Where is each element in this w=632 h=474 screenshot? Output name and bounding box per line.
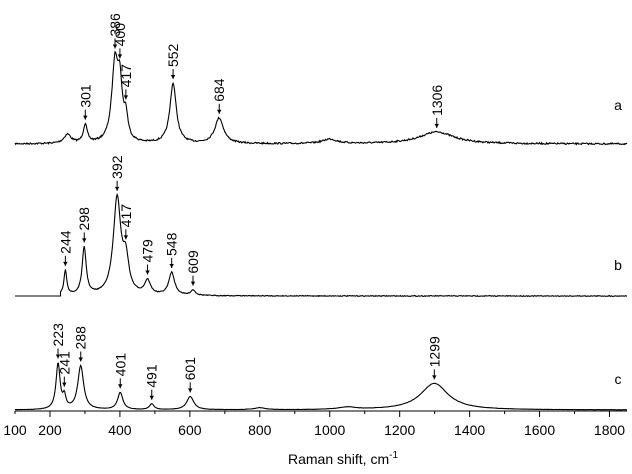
x-tick-label: 1200 <box>384 422 415 438</box>
trace-label-b: b <box>614 257 622 273</box>
x-tick-label: 1000 <box>314 422 345 438</box>
peak-annotation-b-417: 417 <box>118 204 134 240</box>
peak-label: 241 <box>56 351 72 375</box>
peak-annotation-a-386: 386 <box>107 13 123 49</box>
x-tick-label: 1600 <box>524 422 555 438</box>
x-tick-label: 400 <box>108 422 132 438</box>
peak-label: 298 <box>76 207 92 231</box>
peak-arrow-head <box>114 186 120 191</box>
x-tick-label: 1400 <box>454 422 485 438</box>
peak-label: 417 <box>118 64 134 88</box>
peak-label: 479 <box>140 239 156 263</box>
x-axis-title: Raman shift, cm-1 <box>288 450 398 467</box>
peak-arrow-head <box>55 354 61 359</box>
peak-arrow-head <box>217 109 222 114</box>
peak-arrow-head <box>188 388 193 393</box>
peak-arrow-head <box>62 382 67 387</box>
peak-label: 386 <box>107 13 123 37</box>
peak-arrow-head <box>170 75 176 80</box>
x-axis: 100 200 400 600 800 1000 1200 1400 1600 1800 <box>3 410 627 438</box>
x-tick-label: 800 <box>248 422 272 438</box>
trace-c-line <box>15 362 628 411</box>
peak-label: 609 <box>185 250 201 274</box>
peak-arrow-head <box>117 54 123 59</box>
trace-b-line <box>15 192 628 298</box>
peak-annotation-a-417: 417 <box>118 64 134 100</box>
peak-label: 301 <box>77 84 93 108</box>
peak-label: 392 <box>109 155 125 179</box>
x-tick-label: 600 <box>178 422 202 438</box>
peak-label: 491 <box>144 364 160 388</box>
peak-arrow-head <box>123 95 129 100</box>
peak-annotation-c-288: 288 <box>73 326 89 362</box>
peak-annotation-a-1306: 1306 <box>429 85 445 128</box>
peak-annotation-c-401: 401 <box>112 353 128 389</box>
spectra-group <box>14 50 628 411</box>
peak-label: 552 <box>165 43 181 67</box>
peak-label: 548 <box>164 232 180 256</box>
peak-arrow-head <box>190 281 196 286</box>
peak-annotation-b-548: 548 <box>164 232 180 268</box>
x-axis-title-text: Raman shift, cm <box>288 451 389 467</box>
peak-annotation-a-400: 400 <box>112 23 128 59</box>
peak-arrow-head <box>112 44 118 49</box>
peak-annotation-b-298: 298 <box>76 207 92 243</box>
peak-annotation-b-392: 392 <box>109 155 125 191</box>
peak-annotation-a-301: 301 <box>77 84 93 120</box>
trace-a-line <box>14 50 628 146</box>
peak-annotation-c-601: 601 <box>182 357 198 393</box>
peak-arrow-head <box>82 238 87 243</box>
trace-label-c: c <box>615 371 622 387</box>
trace-label-a: a <box>614 97 622 113</box>
peak-label: 288 <box>73 326 89 350</box>
x-tick-label: 1800 <box>594 422 625 438</box>
peak-label: 223 <box>50 323 66 347</box>
x-tick-label: 200 <box>38 422 62 438</box>
peak-label: 400 <box>112 23 128 47</box>
peak-annotation-c-491: 491 <box>144 364 160 400</box>
peak-arrow-head <box>169 263 174 268</box>
x-tick-label: 100 <box>3 422 27 438</box>
peak-arrow-head <box>432 375 437 380</box>
peak-label: 601 <box>182 357 198 381</box>
peak-arrow-head <box>78 357 83 362</box>
peak-arrow-head <box>145 270 150 275</box>
peak-arrow-head <box>83 115 88 120</box>
peak-annotation-b-244: 244 <box>57 230 73 266</box>
peak-arrow-head <box>434 123 439 128</box>
peak-annotation-a-684: 684 <box>211 78 227 114</box>
peak-label: 1306 <box>429 85 445 116</box>
x-axis-title-superscript: -1 <box>389 450 398 461</box>
peak-arrow-head <box>118 384 123 389</box>
peak-arrow-head <box>123 235 129 240</box>
peak-label: 244 <box>57 230 73 254</box>
trace-labels-group: a b c <box>614 97 622 387</box>
peak-label: 684 <box>211 78 227 102</box>
peak-annotation-b-479: 479 <box>140 239 156 275</box>
peak-annotation-b-609: 609 <box>185 250 201 286</box>
peak-arrow-head <box>149 395 154 400</box>
peak-arrow-head <box>63 261 68 266</box>
peak-annotation-c-241: 241 <box>56 351 72 387</box>
peak-annotation-a-552: 552 <box>165 43 181 80</box>
peak-annotation-c-223: 223 <box>50 323 66 359</box>
peak-label: 1299 <box>426 336 442 367</box>
peak-label: 401 <box>112 353 128 377</box>
peak-annotation-c-1299: 1299 <box>426 336 442 380</box>
peak-label: 417 <box>118 204 134 228</box>
